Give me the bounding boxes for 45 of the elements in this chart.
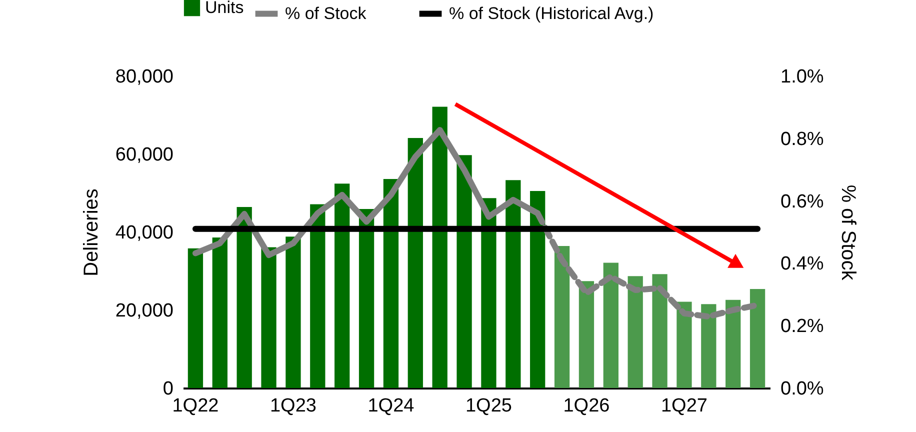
bar	[506, 180, 521, 388]
bar	[212, 237, 228, 388]
y-tick-label: 0	[162, 378, 174, 400]
bar	[481, 198, 496, 388]
bar	[456, 155, 472, 388]
x-tick-label: 1Q24	[368, 396, 415, 416]
y-tick-label: 40,000	[115, 222, 174, 244]
y2-tick-label: 0.0%	[780, 378, 824, 400]
bar	[578, 281, 594, 388]
y-axis-title: Deliveries	[80, 188, 102, 276]
y2-tick-label: 0.4%	[780, 254, 824, 275]
legend-label: Units	[205, 0, 244, 17]
bar	[652, 274, 668, 388]
legend-label: % of Stock	[285, 4, 367, 23]
bar	[554, 246, 570, 388]
bar	[603, 262, 618, 388]
y-tick-label: 80,000	[115, 66, 174, 88]
bar	[726, 300, 741, 388]
x-tick-label: 1Q23	[270, 396, 316, 416]
legend-label: % of Stock (Historical Avg.)	[449, 4, 654, 23]
bar	[383, 178, 399, 388]
bar	[408, 138, 423, 388]
bar	[358, 208, 374, 388]
bar	[676, 302, 692, 388]
bar	[310, 204, 326, 388]
y-tick-label: 20,000	[115, 300, 174, 322]
bar	[261, 247, 276, 388]
x-tick-label: 1Q22	[172, 396, 219, 416]
y2-tick-label: 0.6%	[780, 191, 824, 212]
y2-axis-title: % of Stock	[836, 184, 859, 282]
y2-tick-label: 0.8%	[780, 128, 824, 150]
y-tick-label: 60,000	[115, 144, 174, 166]
x-tick-label: 1Q27	[660, 396, 708, 416]
bar	[286, 236, 301, 388]
x-tick-label: 1Q26	[563, 396, 610, 416]
bar	[334, 184, 350, 388]
y2-tick-label: 1.0%	[780, 66, 824, 88]
bar	[628, 276, 643, 388]
bar	[701, 304, 716, 388]
bar	[188, 248, 204, 388]
bar	[530, 191, 546, 388]
bar	[750, 288, 766, 388]
x-tick-label: 1Q25	[465, 396, 512, 416]
bar	[432, 106, 448, 388]
y2-tick-label: 0.2%	[780, 316, 824, 338]
